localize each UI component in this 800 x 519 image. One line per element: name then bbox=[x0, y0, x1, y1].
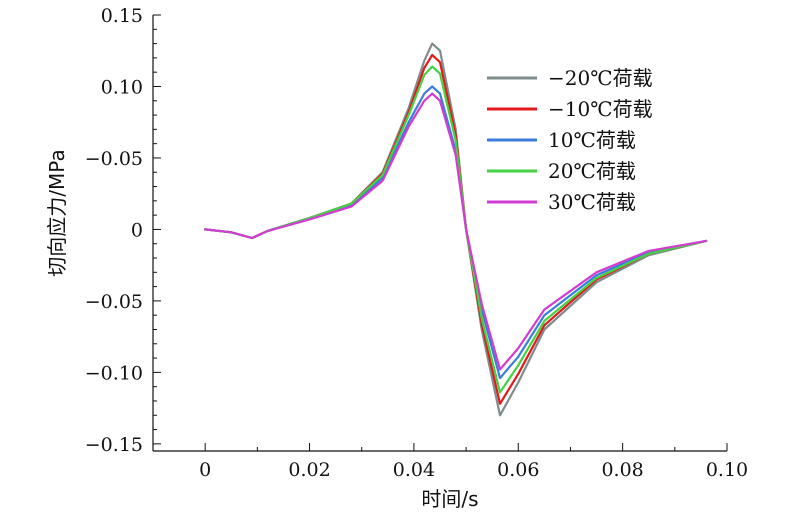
x-axis-title: 时间/s bbox=[421, 487, 478, 511]
x-axis: 0 0.02 0.04 0.06 0.08 0.10 bbox=[199, 443, 748, 481]
x-tick-label: 0.04 bbox=[393, 459, 435, 481]
legend-label: −10℃荷载 bbox=[548, 97, 653, 121]
x-tick-label: 0.06 bbox=[497, 459, 539, 481]
y-axis: 0.15 0.10 −0.05 0 −0.05 −0.10 −0.15 bbox=[85, 5, 161, 456]
y-tick-label: 0 bbox=[131, 219, 143, 241]
x-tick-label: 0 bbox=[199, 459, 211, 481]
x-tick-label: 0.08 bbox=[601, 459, 643, 481]
x-tick-label: 0.10 bbox=[706, 459, 748, 481]
legend-label: 30℃荷载 bbox=[548, 190, 636, 214]
legend: −20℃荷载 −10℃荷载 10℃荷载 20℃荷载 30℃荷载 bbox=[487, 66, 653, 214]
y-tick-label: 0.15 bbox=[101, 5, 143, 27]
y-axis-title: 切向应力/MPa bbox=[45, 149, 69, 276]
y-tick-label: −0.05 bbox=[85, 291, 143, 313]
legend-label: 10℃荷载 bbox=[548, 128, 636, 152]
legend-label: −20℃荷载 bbox=[548, 66, 653, 90]
y-tick-label: −0.10 bbox=[85, 362, 143, 384]
plot-frame bbox=[152, 15, 727, 452]
y-tick-label: −0.05 bbox=[85, 148, 143, 170]
legend-label: 20℃荷载 bbox=[548, 159, 636, 183]
y-tick-label: −0.15 bbox=[85, 434, 143, 456]
y-tick-label: 0.10 bbox=[101, 76, 143, 98]
series-line-5 bbox=[204, 92, 708, 371]
x-tick-label: 0.02 bbox=[288, 459, 330, 481]
series-layer bbox=[204, 42, 708, 417]
